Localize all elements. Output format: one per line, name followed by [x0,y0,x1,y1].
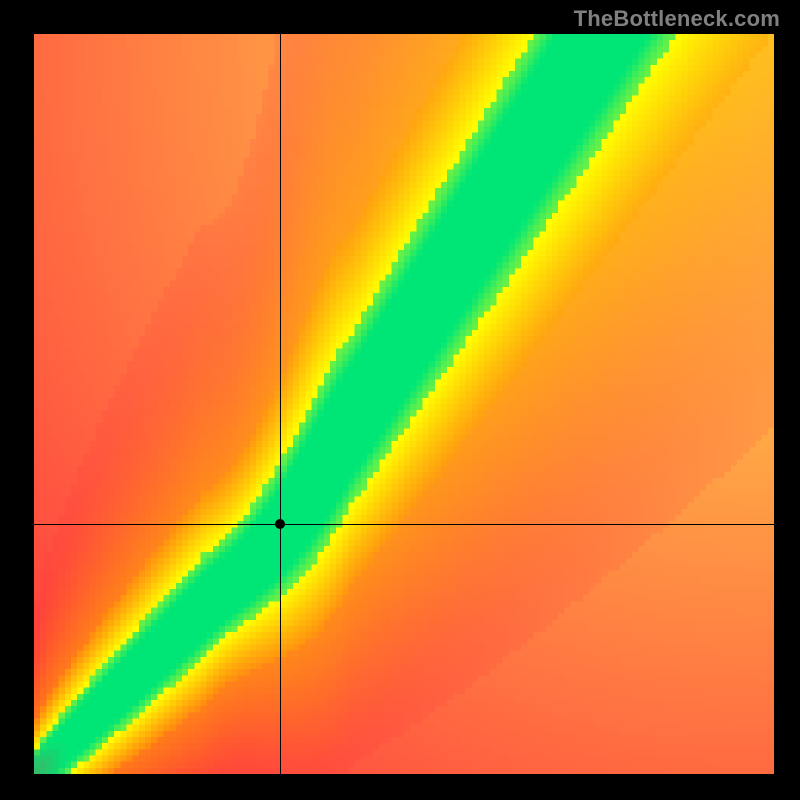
crosshair-horizontal [34,524,774,525]
heatmap-plot [34,34,774,774]
watermark-text: TheBottleneck.com [574,6,780,32]
chart-container: TheBottleneck.com [0,0,800,800]
crosshair-vertical [280,34,281,774]
